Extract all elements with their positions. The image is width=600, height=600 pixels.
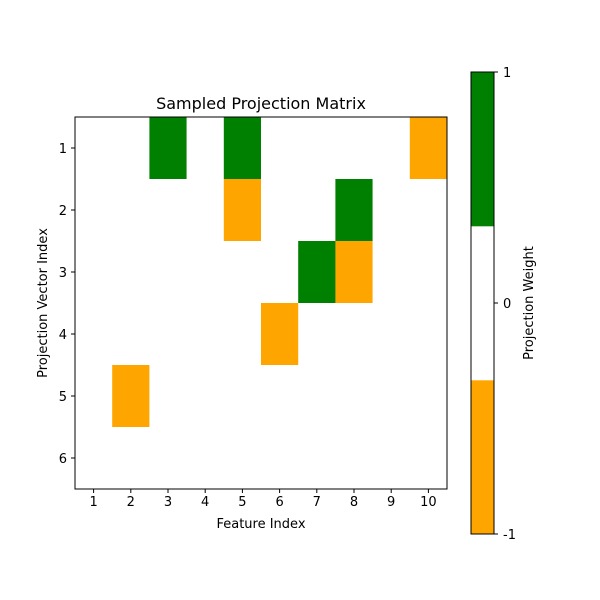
plot-frame [74, 116, 448, 490]
chart-title: Sampled Projection Matrix [156, 94, 366, 113]
colorbar [471, 72, 494, 535]
heatmap-cell-r4-c1 [75, 303, 113, 366]
x-tick-label: 9 [387, 495, 395, 510]
heatmap-cell-r4-c4 [186, 303, 225, 366]
heatmap-cell-r1-c9 [372, 117, 411, 180]
heatmap-cell-r5-c4 [186, 365, 225, 428]
heatmap-cell-r5-c1 [75, 365, 113, 428]
heatmap-cell-r2-c5 [223, 179, 262, 242]
x-tick-label: 1 [89, 495, 97, 510]
colorbar-band [471, 72, 494, 227]
heatmap-cell-r3-c6 [261, 241, 299, 304]
heatmap-cell-r3-c2 [112, 241, 150, 304]
heatmap-cell-r5-c3 [149, 365, 187, 428]
heatmap-cell-r6-c10 [409, 427, 448, 490]
x-axis-ticks: 1 2 3 4 5 6 7 8 9 10 [89, 489, 437, 510]
heatmap-cell-r6-c6 [261, 427, 299, 490]
heatmap-cell-r2-c2 [112, 179, 150, 242]
heatmap-cells [75, 117, 448, 490]
colorbar-label: Projection Weight [522, 246, 537, 360]
heatmap-cell-r1-c6 [261, 117, 299, 180]
y-axis-label: Projection Vector Index [36, 228, 51, 378]
heatmap-cell-r2-c9 [372, 179, 411, 242]
heatmap-cell-r3-c3 [149, 241, 187, 304]
heatmap-cell-r4-c5 [223, 303, 262, 366]
colorbar-ticks: -1 0 1 [494, 66, 516, 543]
heatmap-cell-r6-c9 [372, 427, 411, 490]
y-tick-label: 2 [59, 204, 67, 219]
y-tick-label: 1 [59, 142, 67, 157]
heatmap-cell-r2-c4 [186, 179, 225, 242]
heatmap-cell-r2-c10 [409, 179, 448, 242]
heatmap-cell-r6-c3 [149, 427, 187, 490]
x-tick-label: 2 [127, 495, 135, 510]
heatmap-cell-r6-c4 [186, 427, 225, 490]
heatmap-cell-r5-c8 [335, 365, 373, 428]
x-tick-label: 4 [201, 495, 209, 510]
heatmap-cell-r1-c4 [186, 117, 225, 180]
heatmap-cell-r1-c10 [409, 117, 448, 180]
colorbar-tick-label: -1 [503, 528, 516, 543]
heatmap-cell-r3-c5 [223, 241, 262, 304]
heatmap-cell-r3-c9 [372, 241, 411, 304]
y-axis-ticks: 1 2 3 4 5 6 [59, 142, 75, 467]
x-axis-label: Feature Index [216, 517, 305, 532]
y-tick-label: 4 [59, 328, 67, 343]
heatmap-cell-r4-c9 [372, 303, 411, 366]
heatmap-cell-r6-c7 [298, 427, 336, 490]
heatmap-cell-r1-c5 [223, 117, 262, 180]
heatmap-cell-r1-c1 [75, 117, 113, 180]
heatmap-cell-r4-c8 [335, 303, 373, 366]
heatmap-cell-r6-c8 [335, 427, 373, 490]
heatmap-cell-r4-c2 [112, 303, 150, 366]
heatmap-cell-r3-c10 [409, 241, 448, 304]
heatmap-cell-r3-c7 [298, 241, 336, 304]
y-tick-label: 6 [59, 452, 67, 467]
colorbar-band [471, 226, 494, 381]
heatmap-cell-r4-c7 [298, 303, 336, 366]
heatmap-cell-r6-c5 [223, 427, 262, 490]
heatmap-cell-r2-c7 [298, 179, 336, 242]
heatmap-cell-r1-c7 [298, 117, 336, 180]
y-tick-label: 3 [59, 266, 67, 281]
heatmap-cell-r3-c4 [186, 241, 225, 304]
heatmap-cell-r2-c1 [75, 179, 113, 242]
heatmap-cell-r2-c3 [149, 179, 187, 242]
heatmap-cell-r2-c8 [335, 179, 373, 242]
x-tick-label: 6 [275, 495, 283, 510]
colorbar-tick-label: 0 [503, 297, 511, 312]
heatmap-cell-r3-c1 [75, 241, 113, 304]
heatmap-cell-r6-c1 [75, 427, 113, 490]
heatmap-cell-r5-c7 [298, 365, 336, 428]
heatmap-cell-r4-c3 [149, 303, 187, 366]
x-tick-label: 7 [313, 495, 321, 510]
x-tick-label: 10 [420, 495, 437, 510]
heatmap-cell-r3-c8 [335, 241, 373, 304]
heatmap-cell-r6-c2 [112, 427, 150, 490]
heatmap-cell-r1-c3 [149, 117, 187, 180]
heatmap-cell-r5-c6 [261, 365, 299, 428]
x-tick-label: 8 [350, 495, 358, 510]
heatmap-cell-r5-c10 [409, 365, 448, 428]
y-tick-label: 5 [59, 390, 67, 405]
heatmap-cell-r1-c8 [335, 117, 373, 180]
heatmap-cell-r2-c6 [261, 179, 299, 242]
heatmap-cell-r5-c9 [372, 365, 411, 428]
x-tick-label: 5 [238, 495, 246, 510]
heatmap-cell-r5-c2 [112, 365, 150, 428]
heatmap-cell-r1-c2 [112, 117, 150, 180]
heatmap-cell-r5-c5 [223, 365, 262, 428]
heatmap-cell-r4-c10 [409, 303, 448, 366]
heatmap-cell-r4-c6 [261, 303, 299, 366]
x-tick-label: 3 [164, 495, 172, 510]
colorbar-tick-label: 1 [503, 66, 511, 81]
colorbar-band [471, 380, 494, 535]
